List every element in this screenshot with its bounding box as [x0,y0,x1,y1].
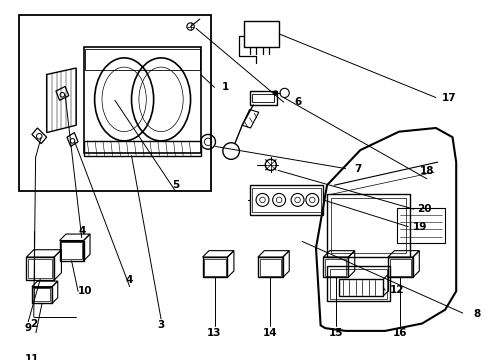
Bar [244,21,279,47]
Text: 12: 12 [389,285,404,295]
Text: 20: 20 [416,204,430,214]
Bar [329,269,386,298]
Bar [396,208,444,243]
Text: 15: 15 [328,328,343,338]
Bar [28,259,52,278]
Bar [252,188,320,212]
Bar [330,198,406,253]
Text: 10: 10 [78,286,92,296]
Bar [249,185,323,215]
Bar [61,242,81,259]
Bar [326,266,389,301]
Bar [26,257,54,280]
Text: 7: 7 [353,163,361,174]
Text: 19: 19 [412,222,427,232]
Text: 4: 4 [78,226,85,236]
Bar [252,94,274,102]
Bar [387,257,412,278]
Text: 16: 16 [392,328,407,338]
Text: 1: 1 [222,82,229,93]
Bar [257,257,282,278]
Circle shape [273,91,277,95]
Text: 8: 8 [473,309,480,319]
Bar [32,287,52,303]
Bar [19,15,210,191]
Bar [249,91,277,105]
Bar [338,279,383,296]
Text: 11: 11 [24,354,39,360]
Bar [326,194,409,257]
Bar [60,240,83,261]
Text: 3: 3 [157,320,164,330]
Bar [202,257,227,278]
Text: 2: 2 [30,319,37,329]
Bar [325,259,346,275]
Text: 14: 14 [262,328,277,338]
Bar [204,259,225,275]
Bar [323,257,347,278]
Bar [389,259,410,275]
Text: 13: 13 [207,328,222,338]
Text: 17: 17 [441,93,455,103]
Text: 5: 5 [172,180,179,190]
Bar [34,288,50,301]
Bar [259,259,281,275]
Text: 9: 9 [24,323,32,333]
Text: 6: 6 [293,97,301,107]
Text: 18: 18 [419,166,433,176]
Text: 4: 4 [126,275,133,285]
